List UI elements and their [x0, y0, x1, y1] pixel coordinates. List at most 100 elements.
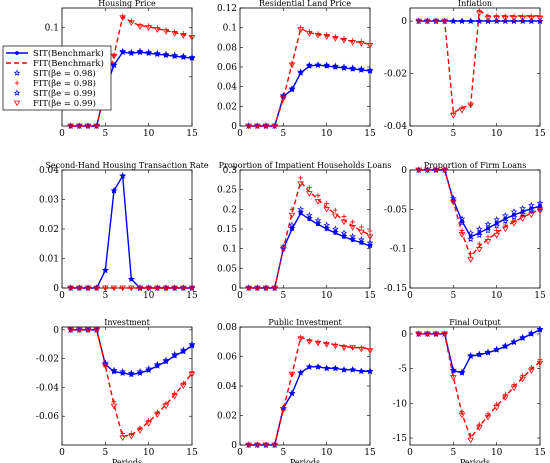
series-point-6	[424, 18, 431, 25]
series-point-4	[468, 432, 474, 438]
series-point-5	[536, 204, 543, 212]
x-tick-label: 5	[102, 448, 108, 458]
series-point-6	[136, 24, 144, 30]
series-point-6	[171, 393, 178, 400]
panel-7: Investment 0 5 10 15 -0.06 -0.04 -0.02 0 Periods	[36, 318, 198, 463]
series-point-5	[458, 369, 466, 376]
panel-title: Final Output	[449, 318, 501, 327]
panel-9: Final Output 0 5 10 15 -15 -10 -5 0 Periods	[393, 318, 546, 463]
y-tick-label: 0	[53, 284, 59, 294]
series-point-6	[245, 285, 252, 291]
series-point-6	[162, 403, 170, 410]
series-point-5	[510, 17, 518, 25]
series-point-6	[254, 442, 261, 448]
series-point-6	[84, 123, 92, 129]
legend-swatch-marker	[13, 89, 21, 96]
series-point-6	[415, 167, 422, 174]
series-point-4	[358, 345, 364, 351]
y-tick-label: 0	[401, 17, 407, 27]
series-point-6	[450, 375, 457, 381]
series-point-5	[136, 48, 144, 56]
series-point-4	[485, 234, 491, 240]
y-tick-label: 0.12	[217, 4, 237, 14]
series-point-6	[154, 27, 161, 33]
series-point-5	[297, 369, 305, 376]
series-point-6	[536, 16, 543, 22]
series-point-3	[527, 201, 535, 209]
series-point-4	[476, 8, 482, 14]
series-point-6	[450, 199, 457, 206]
series-point-6	[340, 219, 348, 226]
y-tick-label: 0.08	[217, 323, 237, 333]
series-point-6	[519, 216, 526, 222]
series-point-3	[484, 348, 492, 355]
series-point-6	[467, 437, 474, 444]
series-point-4	[367, 346, 373, 352]
x-tick-label: 5	[450, 291, 456, 301]
x-tick-label: 10	[143, 291, 155, 301]
y-tick-label: 0	[401, 166, 407, 176]
series-point-6	[441, 18, 448, 25]
y-tick-label: 0.2	[223, 205, 237, 215]
series-point-3	[171, 51, 179, 59]
series-line-2	[70, 329, 193, 438]
series-point-6	[136, 428, 144, 434]
series-point-5	[323, 364, 331, 372]
series-point-3	[119, 47, 127, 55]
series-point-5	[449, 367, 457, 374]
series-point-6	[366, 234, 373, 241]
series-point-6	[76, 285, 83, 291]
series-point-5	[188, 54, 195, 62]
series-point-4	[358, 224, 364, 230]
series-point-4	[315, 339, 321, 345]
series-point-3	[179, 52, 187, 60]
series-point-6	[288, 212, 296, 219]
series-point-5	[493, 222, 501, 229]
series-point-5	[366, 241, 373, 249]
series-point-6	[528, 368, 535, 374]
y-tick-label: 0	[231, 122, 237, 132]
series-point-5	[501, 342, 509, 350]
series-point-5	[467, 17, 475, 25]
series-point-5	[145, 49, 153, 57]
series-point-6	[323, 342, 330, 348]
x-tick-label: 15	[534, 291, 546, 301]
series-point-3	[536, 325, 543, 332]
series-point-6	[102, 363, 109, 370]
series-point-3	[119, 368, 127, 375]
series-point-5	[349, 366, 357, 373]
series-point-6	[145, 25, 152, 31]
series-point-5	[536, 17, 543, 25]
series-point-5	[136, 369, 144, 376]
series-point-3	[467, 351, 475, 359]
series-point-5	[501, 217, 509, 225]
series-point-6	[476, 425, 483, 431]
series-point-4	[306, 185, 312, 191]
series-group	[245, 25, 373, 129]
x-tick-label: 15	[364, 291, 376, 301]
x-tick-label: 10	[321, 291, 333, 301]
y-tick-label: 0.06	[217, 353, 237, 363]
series-point-3	[145, 365, 153, 372]
x-tick-label: 15	[364, 448, 376, 458]
series-point-6	[415, 18, 422, 25]
series-point-5	[331, 364, 339, 372]
series-point-4	[502, 13, 508, 19]
series-point-4	[476, 241, 482, 247]
series-point-6	[432, 18, 440, 25]
series-point-4	[120, 431, 126, 436]
series-point-6	[262, 285, 270, 291]
series-point-6	[280, 407, 287, 413]
series-point-6	[493, 16, 500, 22]
series-point-5	[458, 17, 466, 25]
series-point-3	[297, 68, 305, 75]
series-point-5	[305, 62, 313, 69]
y-tick-label: -0.06	[36, 412, 59, 422]
series-point-6	[288, 371, 296, 378]
series-point-6	[493, 405, 500, 411]
y-tick-label: -0.02	[36, 355, 59, 365]
series-point-6	[441, 167, 448, 174]
series-point-4	[163, 400, 169, 406]
series-point-5	[297, 69, 305, 76]
x-tick-label: 5	[450, 129, 456, 139]
